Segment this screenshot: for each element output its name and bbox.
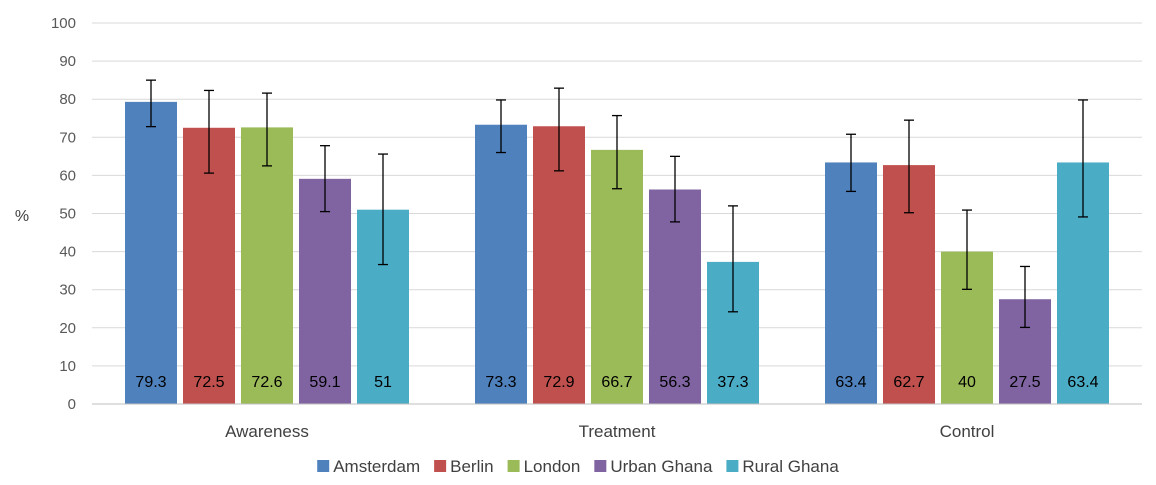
data-label: 63.4	[1067, 374, 1098, 391]
bar	[125, 101, 177, 404]
y-tick-label: 70	[59, 129, 76, 146]
bar	[533, 126, 585, 404]
data-label: 62.7	[893, 374, 924, 391]
bar	[183, 127, 235, 405]
data-labels: 79.3 72.5 72.6 59.1 51 73.3 72.9 66.7 56.3 37.3 63…	[135, 374, 1098, 391]
bar	[475, 124, 527, 405]
data-label: 73.3	[485, 374, 516, 391]
data-label: 27.5	[1009, 374, 1040, 391]
y-tick-label: 100	[51, 15, 76, 32]
bar	[299, 178, 351, 404]
y-tick-label: 90	[59, 53, 76, 70]
x-category-label: Awareness	[225, 422, 309, 441]
data-label: 79.3	[135, 374, 166, 391]
x-category-label: Control	[940, 422, 995, 441]
y-tick-label: 20	[59, 320, 76, 337]
bar	[649, 189, 701, 404]
legend-item: London	[507, 457, 581, 476]
data-label: 56.3	[659, 374, 690, 391]
error-bars	[146, 79, 1088, 329]
legend-swatch	[594, 460, 607, 472]
legend-item: Urban Ghana	[594, 457, 713, 476]
x-category-label: Treatment	[579, 422, 656, 441]
y-tick-label: 40	[59, 244, 76, 261]
data-label: 66.7	[601, 374, 632, 391]
y-tick-label: 10	[59, 358, 76, 375]
legend-item: Rural Ghana	[726, 457, 839, 476]
data-label: 63.4	[835, 374, 866, 391]
data-label: 72.5	[193, 374, 224, 391]
legend-item: Amsterdam	[317, 457, 420, 476]
legend-label: London	[524, 457, 581, 476]
legend-swatch	[317, 460, 330, 472]
legend-label: Urban Ghana	[610, 457, 713, 476]
legend-swatch	[726, 460, 739, 472]
legend-label: Amsterdam	[333, 457, 420, 476]
data-label: 37.3	[717, 374, 748, 391]
bar	[241, 127, 293, 405]
y-tick-label: 0	[68, 396, 76, 413]
y-tick-label: 50	[59, 206, 76, 223]
x-axis-categories: Awareness Treatment Control	[225, 422, 994, 441]
y-axis-ticks: 0 10 20 30 40 50 60 70 80 90 100	[51, 15, 76, 413]
legend-swatch	[507, 460, 520, 472]
y-tick-label: 80	[59, 91, 76, 108]
legend-label: Rural Ghana	[742, 457, 839, 476]
y-tick-label: 60	[59, 167, 76, 184]
legend: Amsterdam Berlin London Urban Ghana Rural Gh…	[317, 457, 839, 476]
bars	[125, 101, 1109, 405]
y-axis-label: %	[15, 208, 29, 225]
data-label: 59.1	[309, 374, 340, 391]
legend-item: Berlin	[434, 457, 494, 476]
legend-swatch	[434, 460, 447, 472]
data-label: 51	[374, 374, 392, 391]
data-label: 40	[958, 374, 976, 391]
data-label: 72.9	[543, 374, 574, 391]
legend-label: Berlin	[450, 457, 493, 476]
bar	[591, 149, 643, 404]
y-tick-label: 30	[59, 282, 76, 299]
bar	[825, 162, 877, 404]
data-label: 72.6	[251, 374, 282, 391]
